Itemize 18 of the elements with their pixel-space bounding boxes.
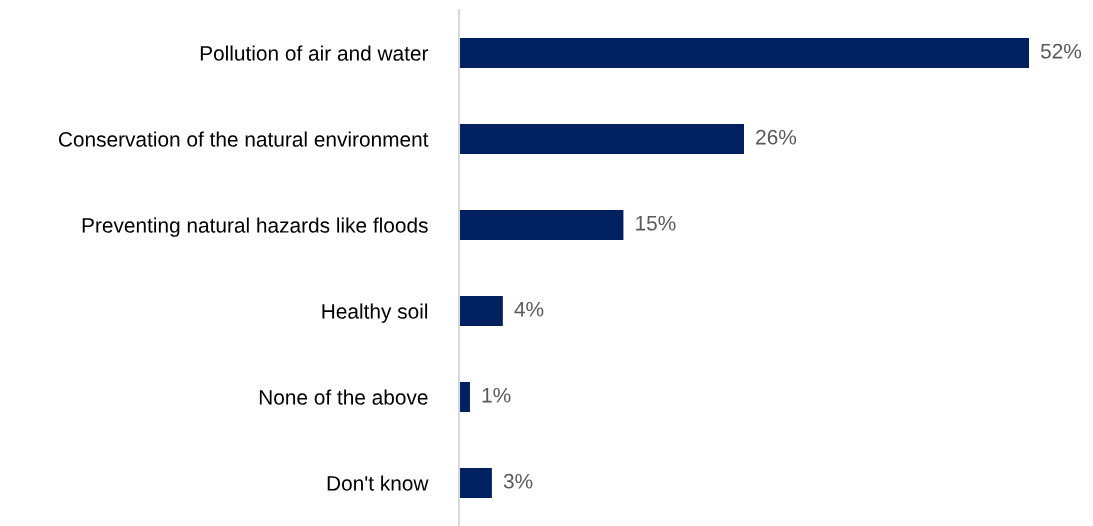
bar [459,381,470,413]
y-tick-label: Don't know [327,475,429,491]
bar [459,123,744,155]
data-label: 3% [503,473,533,489]
y-tick-label: Conservation of the natural environment [58,131,429,147]
y-tick-label: None of the above [259,389,428,405]
data-label: 4% [514,301,544,317]
data-label: 26% [756,129,797,145]
bar [459,37,1029,69]
y-tick-label: Healthy soil [322,303,428,323]
y-tick-label: Pollution of air and water [200,45,429,61]
data-label: 15% [636,215,676,231]
bar [459,295,503,327]
y-tick-label: Preventing natural hazards like floods [82,217,428,237]
bar [459,467,492,499]
data-label: 52% [1040,43,1082,59]
data-label: 1% [482,387,511,403]
bar [459,209,624,241]
